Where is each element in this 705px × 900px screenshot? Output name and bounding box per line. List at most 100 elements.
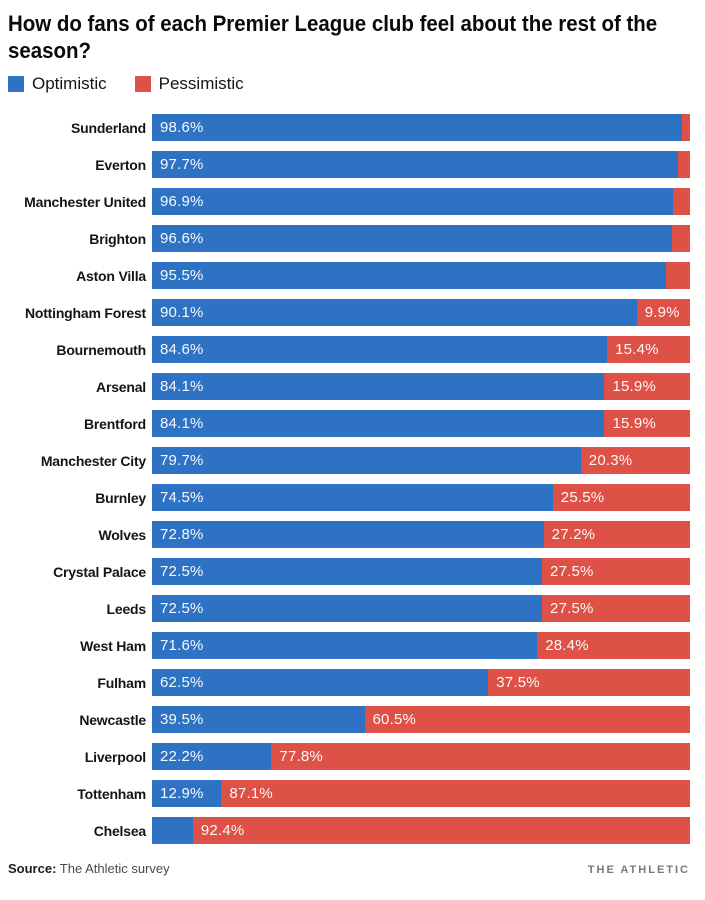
stacked-bar: 72.5% 27.5% <box>152 595 690 622</box>
bar-row: Everton 97.7% <box>8 151 690 178</box>
optimistic-value-label: 72.5% <box>160 563 204 580</box>
bar-row: Brentford 84.1% 15.9% <box>8 410 690 437</box>
optimistic-segment: 72.8% <box>152 521 544 548</box>
optimistic-value-label: 79.7% <box>160 452 204 469</box>
club-label: Tottenham <box>77 785 146 802</box>
stacked-bar: 97.7% <box>152 151 690 178</box>
pessimistic-value-label: 20.3% <box>588 452 633 469</box>
bar-row: Burnley 74.5% 25.5% <box>8 484 690 511</box>
pessimistic-value-label: 87.1% <box>229 785 273 802</box>
optimistic-swatch-icon <box>8 76 24 92</box>
optimistic-segment: 98.6% <box>152 114 682 141</box>
club-label: Nottingham Forest <box>24 304 146 321</box>
bar-row: Brighton 96.6% <box>8 225 690 252</box>
optimistic-segment: 62.5% <box>152 669 489 696</box>
optimistic-segment: 22.2% <box>152 743 272 770</box>
stacked-bar: 96.9% <box>152 188 690 215</box>
bar-row: Aston Villa 95.5% <box>8 262 690 289</box>
optimistic-segment: 95.5% <box>152 262 666 289</box>
optimistic-value-label: 84.6% <box>160 341 204 358</box>
optimistic-segment: 84.6% <box>152 336 608 363</box>
pessimistic-value-label: 15.4% <box>615 341 659 358</box>
pessimistic-value-label: 15.9% <box>612 415 656 432</box>
bar-row: Bournemouth 84.6% 15.4% <box>8 336 690 363</box>
stacked-bar: 39.5% 60.5% <box>152 706 690 733</box>
pessimistic-segment: 15.9% <box>604 373 690 400</box>
club-label: Fulham <box>97 674 146 691</box>
pessimistic-swatch-icon <box>134 76 151 92</box>
optimistic-segment: 74.5% <box>152 484 553 511</box>
stacked-bar: 72.5% 27.5% <box>152 558 690 585</box>
pessimistic-segment: 25.5% <box>552 484 690 511</box>
optimistic-segment: 96.9% <box>152 188 674 215</box>
optimistic-segment <box>152 817 193 844</box>
club-label: West Ham <box>80 637 146 654</box>
bar-row: West Ham 71.6% 28.4% <box>8 632 690 659</box>
optimistic-value-label: 72.5% <box>160 600 204 617</box>
pessimistic-segment <box>682 114 690 141</box>
club-label: Burnley <box>95 489 146 506</box>
pessimistic-segment: 27.5% <box>542 595 690 622</box>
bar-row: Wolves 72.8% 27.2% <box>8 521 690 548</box>
optimistic-segment: 79.7% <box>152 447 581 474</box>
club-label: Liverpool <box>84 748 146 765</box>
stacked-bar: 71.6% 28.4% <box>152 632 690 659</box>
stacked-bar: 72.8% 27.2% <box>152 521 690 548</box>
bar-row: Tottenham 12.9% 87.1% <box>8 780 690 807</box>
pessimistic-segment <box>677 151 690 178</box>
pessimistic-value-label: 28.4% <box>545 637 589 654</box>
pessimistic-value-label: 77.8% <box>279 748 323 765</box>
bar-row: Newcastle 39.5% 60.5% <box>8 706 690 733</box>
pessimistic-segment <box>673 188 690 215</box>
club-label: Leeds <box>106 600 147 617</box>
legend-label-optimistic: Optimistic <box>32 74 107 93</box>
bar-row: Chelsea 92.4% <box>8 817 690 844</box>
chart-title: How do fans of each Premier League club … <box>8 10 657 64</box>
optimistic-segment: 12.9% <box>152 780 222 807</box>
bar-row: Manchester City 79.7% 20.3% <box>8 447 690 474</box>
pessimistic-segment <box>671 225 690 252</box>
pessimistic-segment: 15.4% <box>607 336 690 363</box>
optimistic-segment: 39.5% <box>152 706 365 733</box>
pessimistic-segment: 20.3% <box>580 447 690 474</box>
pessimistic-segment: 27.5% <box>542 558 690 585</box>
pessimistic-value-label: 9.9% <box>644 304 680 321</box>
stacked-bar: 84.1% 15.9% <box>152 373 690 400</box>
pessimistic-segment: 37.5% <box>488 669 690 696</box>
optimistic-value-label: 97.7% <box>160 156 204 173</box>
pessimistic-segment: 77.8% <box>271 743 690 770</box>
club-label: Brighton <box>89 230 146 247</box>
club-label: Wolves <box>98 526 146 543</box>
legend-item-optimistic: Optimistic <box>8 74 107 94</box>
club-label: Chelsea <box>93 822 146 839</box>
optimistic-value-label: 39.5% <box>160 711 204 728</box>
stacked-bar: 84.1% 15.9% <box>152 410 690 437</box>
bar-row: Arsenal 84.1% 15.9% <box>8 373 690 400</box>
pessimistic-segment: 28.4% <box>537 632 690 659</box>
pessimistic-segment <box>665 262 690 289</box>
stacked-bar: 95.5% <box>152 262 690 289</box>
pessimistic-value-label: 37.5% <box>496 674 540 691</box>
bar-row: Manchester United 96.9% <box>8 188 690 215</box>
stacked-bar: 96.6% <box>152 225 690 252</box>
club-label: Brentford <box>84 415 146 432</box>
pessimistic-segment: 15.9% <box>604 410 690 437</box>
stacked-bar: 22.2% 77.8% <box>152 743 690 770</box>
stacked-bar: 98.6% <box>152 114 690 141</box>
optimistic-segment: 72.5% <box>152 558 543 585</box>
optimistic-value-label: 95.5% <box>160 267 204 284</box>
optimistic-value-label: 74.5% <box>160 489 204 506</box>
pessimistic-segment: 87.1% <box>221 780 690 807</box>
bar-row: Liverpool 22.2% 77.8% <box>8 743 690 770</box>
legend-item-pessimistic: Pessimistic <box>134 74 244 94</box>
optimistic-segment: 84.1% <box>152 373 605 400</box>
club-label: Arsenal <box>96 378 146 395</box>
pessimistic-value-label: 27.5% <box>550 600 594 617</box>
optimistic-segment: 96.6% <box>152 225 672 252</box>
source-note: Source: The Athletic survey <box>8 861 170 876</box>
chart-title-line2: season? <box>8 38 92 63</box>
pessimistic-value-label: 15.9% <box>612 378 656 395</box>
club-label: Manchester City <box>40 452 146 469</box>
legend-label-pessimistic: Pessimistic <box>158 74 244 93</box>
optimistic-value-label: 84.1% <box>160 415 204 432</box>
